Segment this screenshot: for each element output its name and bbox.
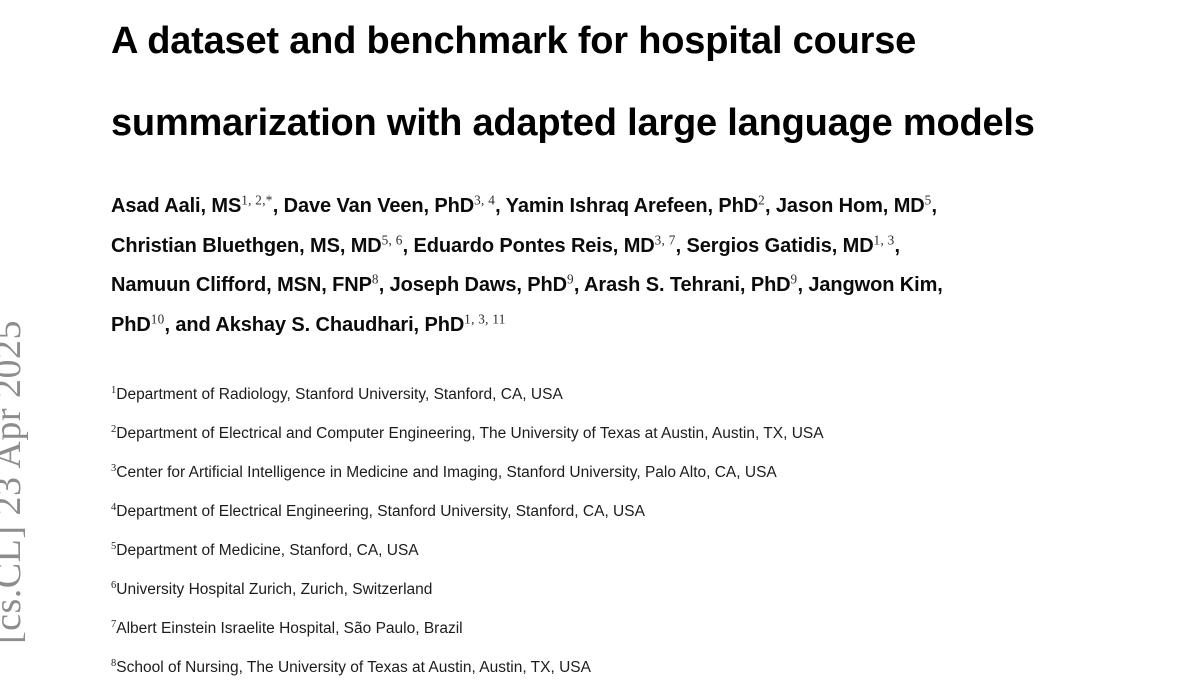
affiliation-marker: 1 (111, 384, 117, 396)
author-affiliation-marker: 9 (790, 271, 798, 287)
affiliation-text: School of Nursing, The University of Tex… (116, 659, 591, 676)
affiliation-list: 1Department of Radiology, Stanford Unive… (111, 375, 1101, 687)
affiliation-marker: 2 (111, 423, 117, 435)
author-name: Namuun Clifford, MSN, FNP (111, 274, 372, 296)
author-affiliation-marker: 5, 6 (381, 231, 403, 247)
affiliation-marker: 6 (111, 579, 117, 591)
author-name: Asad Aali, MS (111, 195, 242, 217)
affiliation-item: 3Center for Artificial Intelligence in M… (111, 453, 1101, 492)
author-line: PhD10, and Akshay S. Chaudhari, PhD1, 3,… (111, 306, 1101, 346)
affiliation-marker: 5 (111, 540, 117, 552)
affiliation-item: 4Department of Electrical Engineering, S… (111, 492, 1101, 531)
affiliation-item: 7Albert Einstein Israelite Hospital, São… (111, 609, 1101, 648)
author-name: , and Akshay S. Chaudhari, PhD (164, 313, 465, 336)
affiliation-item: 6University Hospital Zurich, Zurich, Swi… (111, 570, 1101, 609)
affiliation-text: University Hospital Zurich, Zurich, Swit… (116, 581, 433, 598)
author-name: , Dave Van Veen, PhD (272, 195, 475, 217)
author-name: Christian Bluethgen, MS, MD (111, 234, 382, 257)
author-affiliation-marker: 8 (371, 271, 379, 287)
author-affiliation-marker: 1, 3 (873, 231, 895, 247)
author-name: PhD (111, 313, 151, 336)
title-line-1: A dataset and benchmark for hospital cou… (111, 20, 917, 62)
paper-first-page: A dataset and benchmark for hospital cou… (111, 0, 1101, 687)
author-line: Asad Aali, MS1, 2,*, Dave Van Veen, PhD3… (111, 187, 1101, 227)
author-affiliation-marker: 3, 4 (474, 192, 496, 208)
affiliation-text: Albert Einstein Israelite Hospital, São … (116, 620, 463, 637)
author-name: , Sergios Gatidis, MD (675, 234, 874, 257)
author-affiliation-marker: 1, 2,* (241, 192, 273, 208)
affiliation-text: Department of Radiology, Stanford Univer… (116, 386, 563, 403)
author-line: Namuun Clifford, MSN, FNP8, Joseph Daws,… (111, 266, 1101, 306)
author-affiliation-marker: 5 (924, 192, 932, 208)
affiliation-item: 2Department of Electrical and Computer E… (111, 414, 1101, 453)
affiliation-text: Center for Artificial Intelligence in Me… (116, 464, 777, 481)
author-affiliation-marker: 2 (758, 192, 765, 208)
author-name: , Jangwon Kim, (797, 274, 943, 296)
affiliation-text: Department of Medicine, Stanford, CA, US… (116, 542, 419, 559)
affiliation-item: 1Department of Radiology, Stanford Unive… (111, 375, 1101, 414)
page-title: A dataset and benchmark for hospital cou… (111, 0, 1101, 164)
arxiv-stamp-text: [cs.CL] 23 Apr 2025 (0, 319, 29, 644)
affiliation-marker: 7 (111, 618, 117, 630)
arxiv-stamp: [cs.CL] 23 Apr 2025 (0, 0, 100, 648)
author-name: , (931, 195, 938, 217)
author-name: , Arash S. Tehrani, PhD (573, 274, 791, 296)
author-name: , Jason Hom, MD (764, 195, 925, 217)
affiliation-text: Department of Electrical and Computer En… (116, 425, 824, 442)
affiliation-item: 5Department of Medicine, Stanford, CA, U… (111, 531, 1101, 570)
author-affiliation-marker: 1, 3, 11 (464, 310, 506, 326)
author-name: , Joseph Daws, PhD (378, 274, 567, 296)
title-line-2: summarization with adapted large languag… (111, 102, 1035, 144)
author-name: , Eduardo Pontes Reis, MD (402, 234, 655, 257)
affiliation-marker: 3 (111, 462, 117, 474)
author-name: , (894, 234, 901, 257)
author-list: Asad Aali, MS1, 2,*, Dave Van Veen, PhD3… (111, 187, 1101, 345)
author-affiliation-marker: 10 (150, 310, 165, 326)
affiliation-text: Department of Electrical Engineering, St… (116, 503, 645, 520)
author-affiliation-marker: 9 (566, 271, 574, 287)
affiliation-item: 8School of Nursing, The University of Te… (111, 648, 1101, 687)
author-affiliation-marker: 3, 7 (654, 231, 676, 247)
author-name: , Yamin Ishraq Arefeen, PhD (495, 195, 759, 217)
affiliation-marker: 4 (111, 501, 117, 513)
author-line: Christian Bluethgen, MS, MD5, 6, Eduardo… (111, 227, 1101, 267)
